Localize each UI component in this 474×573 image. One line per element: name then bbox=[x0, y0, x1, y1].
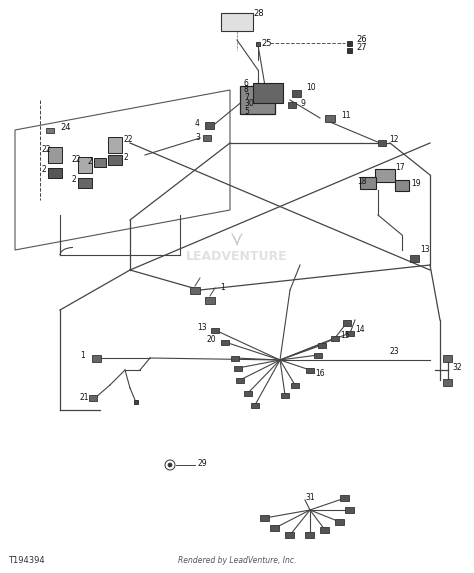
Text: 19: 19 bbox=[411, 179, 420, 187]
Text: LEADVENTURE: LEADVENTURE bbox=[186, 250, 288, 263]
Text: Rendered by LeadVenture, Inc.: Rendered by LeadVenture, Inc. bbox=[178, 556, 296, 565]
Bar bbox=[285, 532, 294, 538]
Circle shape bbox=[165, 460, 175, 470]
Bar bbox=[346, 507, 355, 513]
Bar bbox=[444, 379, 453, 386]
Bar bbox=[375, 168, 395, 182]
Bar bbox=[78, 178, 92, 188]
Bar bbox=[234, 366, 242, 371]
Bar bbox=[271, 525, 280, 531]
Bar bbox=[444, 355, 453, 362]
Text: 1: 1 bbox=[80, 351, 85, 360]
Text: 27: 27 bbox=[356, 42, 366, 52]
Bar bbox=[48, 168, 62, 178]
Bar bbox=[314, 352, 322, 358]
Text: 13: 13 bbox=[197, 323, 207, 332]
Bar bbox=[256, 42, 260, 46]
Bar bbox=[281, 393, 289, 398]
Text: 20: 20 bbox=[207, 335, 217, 343]
Bar bbox=[331, 336, 339, 340]
Text: 2: 2 bbox=[72, 175, 77, 185]
Bar bbox=[221, 339, 229, 344]
Bar bbox=[320, 527, 329, 533]
Bar bbox=[291, 383, 299, 387]
Text: 5: 5 bbox=[244, 107, 249, 116]
Bar bbox=[288, 102, 296, 108]
Text: 18: 18 bbox=[357, 176, 366, 186]
Bar bbox=[236, 378, 244, 383]
Bar bbox=[244, 391, 252, 395]
Bar bbox=[336, 519, 345, 525]
Text: 15: 15 bbox=[340, 331, 350, 339]
Circle shape bbox=[168, 463, 172, 467]
Text: 2: 2 bbox=[124, 152, 129, 162]
Bar bbox=[346, 331, 354, 336]
Bar bbox=[318, 343, 326, 347]
Bar bbox=[206, 121, 215, 128]
Bar bbox=[395, 179, 409, 190]
Text: 1: 1 bbox=[220, 284, 225, 292]
Bar bbox=[46, 128, 54, 132]
Bar bbox=[378, 140, 386, 146]
Text: 9: 9 bbox=[301, 99, 306, 108]
Bar bbox=[108, 155, 122, 165]
Bar bbox=[92, 355, 101, 362]
Bar bbox=[410, 254, 419, 261]
Text: T194394: T194394 bbox=[8, 556, 45, 565]
Text: 16: 16 bbox=[315, 368, 325, 378]
Bar bbox=[221, 13, 253, 31]
Text: 8: 8 bbox=[244, 85, 249, 95]
Bar bbox=[340, 495, 349, 501]
Text: 14: 14 bbox=[355, 325, 365, 335]
Bar bbox=[253, 83, 283, 103]
Text: 32: 32 bbox=[452, 363, 462, 372]
Text: 29: 29 bbox=[198, 458, 208, 468]
Bar bbox=[306, 367, 314, 372]
Bar bbox=[240, 86, 275, 114]
Bar bbox=[261, 515, 270, 521]
Text: 11: 11 bbox=[341, 112, 350, 120]
Bar bbox=[203, 135, 211, 141]
Bar bbox=[251, 402, 259, 407]
Bar bbox=[190, 286, 200, 293]
Text: 22: 22 bbox=[124, 135, 134, 144]
Text: 2: 2 bbox=[42, 166, 47, 175]
Text: 24: 24 bbox=[60, 123, 71, 131]
Text: 23: 23 bbox=[390, 347, 400, 356]
Bar bbox=[205, 296, 215, 304]
Bar bbox=[211, 328, 219, 332]
Text: 12: 12 bbox=[389, 135, 399, 144]
Text: 17: 17 bbox=[395, 163, 405, 171]
Text: 2: 2 bbox=[88, 158, 93, 167]
Text: 3: 3 bbox=[195, 134, 200, 143]
Bar bbox=[325, 115, 335, 121]
Text: 31: 31 bbox=[305, 493, 315, 501]
Text: 22: 22 bbox=[42, 146, 52, 155]
Bar bbox=[108, 137, 122, 153]
Text: 30: 30 bbox=[244, 100, 254, 108]
Text: 28: 28 bbox=[253, 10, 264, 18]
Bar bbox=[343, 320, 351, 326]
Bar bbox=[231, 355, 239, 360]
Bar bbox=[347, 48, 353, 53]
Text: 21: 21 bbox=[80, 393, 90, 402]
Bar bbox=[94, 158, 106, 167]
Bar bbox=[360, 177, 376, 189]
Text: 4: 4 bbox=[195, 119, 200, 128]
Text: 10: 10 bbox=[306, 84, 316, 92]
Text: 26: 26 bbox=[356, 36, 366, 45]
Bar bbox=[292, 89, 301, 96]
Bar bbox=[134, 400, 138, 404]
Bar bbox=[306, 532, 315, 538]
Text: 13: 13 bbox=[420, 245, 429, 254]
Text: 7: 7 bbox=[244, 92, 249, 101]
Bar bbox=[78, 157, 92, 173]
Bar bbox=[347, 41, 353, 45]
Text: 6: 6 bbox=[244, 79, 249, 88]
Bar bbox=[48, 147, 62, 163]
Text: 22: 22 bbox=[72, 155, 82, 164]
Bar bbox=[89, 395, 97, 401]
Text: 25: 25 bbox=[261, 40, 272, 49]
